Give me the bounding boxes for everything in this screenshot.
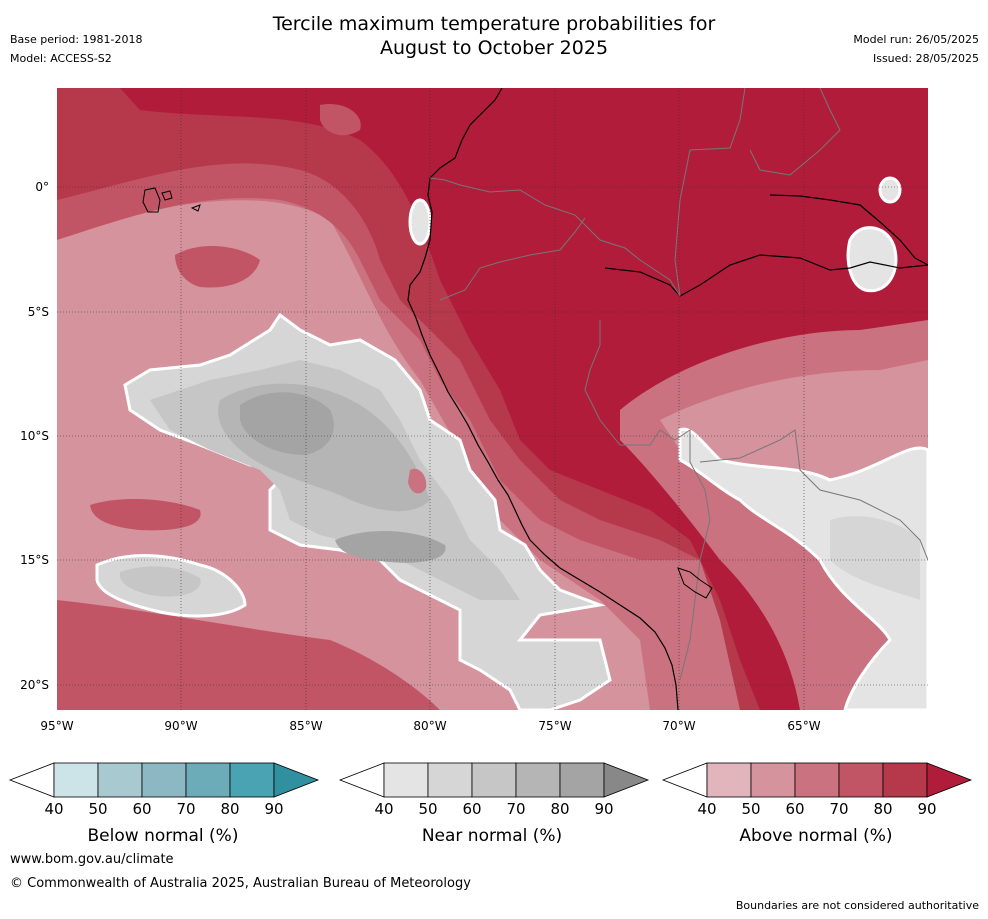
lon-label: 70°W <box>662 719 695 733</box>
colorbar-tick-label: 90 <box>917 800 937 818</box>
colorbar-tick-label: 90 <box>264 800 284 818</box>
above-60-pocket-coast <box>408 468 427 494</box>
colorbar-tick-label: 60 <box>785 800 805 818</box>
country-borders <box>429 88 928 681</box>
near-normal-label: Near normal (%) <box>421 826 563 846</box>
colorbar-segment <box>750 762 796 798</box>
above-70-pocket <box>175 245 260 288</box>
colorbar-tick-label: 40 <box>374 800 394 818</box>
near-normal-80-a <box>240 392 334 455</box>
colorbar-extend-high <box>273 762 320 798</box>
galapagos-island-2 <box>161 190 173 201</box>
colorbar-segment <box>97 762 143 798</box>
lon-label: 80°W <box>413 719 446 733</box>
colorbar-below-normal <box>8 762 320 798</box>
colorbar-tick-label: 90 <box>594 800 614 818</box>
colorbar-tick-label: 60 <box>132 800 152 818</box>
colorbar-segment <box>53 762 99 798</box>
near-normal-east <box>678 427 928 710</box>
colorbar-segment <box>185 762 231 798</box>
near-normal-east-inner <box>830 516 920 600</box>
lat-label: 10°S <box>20 429 49 443</box>
colorbar-tick-label: 70 <box>176 800 196 818</box>
colorbar-segment <box>515 762 561 798</box>
colorbar-near-normal <box>338 762 650 798</box>
lake-titicaca <box>677 567 713 599</box>
north-river <box>769 194 928 266</box>
colorbar-tick-label: 50 <box>418 800 438 818</box>
colorbar-above-normal <box>661 762 973 798</box>
lon-label: 90°W <box>164 719 197 733</box>
lon-labels: 95°W 90°W 85°W 80°W 75°W 70°W 65°W <box>40 719 820 733</box>
lat-labels: 0° 5°S 10°S 15°S 20°S <box>20 180 49 692</box>
graticule <box>57 88 928 710</box>
colorbar-tick-label: 50 <box>88 800 108 818</box>
galapagos-island-1 <box>142 187 161 213</box>
lon-label: 65°W <box>787 719 820 733</box>
colorbar-extend-low <box>8 762 55 798</box>
near-normal-southwest-inner <box>119 566 201 597</box>
colorbar-segment <box>471 762 517 798</box>
colorbar-tick-label: 80 <box>550 800 570 818</box>
colorbar-segment <box>882 762 928 798</box>
chart-title: Tercile maximum temperature probabilitie… <box>0 12 988 60</box>
colorbar-segment <box>838 762 884 798</box>
near-normal-northeast <box>846 226 898 293</box>
above-70-pocket-2 <box>90 498 201 531</box>
colorbar-extend-high <box>926 762 973 798</box>
copyright-text: © Commonwealth of Australia 2025, Austra… <box>10 876 471 891</box>
colorbar-segment <box>229 762 275 798</box>
colorbar-segment <box>706 762 752 798</box>
lat-label: 20°S <box>20 678 49 692</box>
coastline <box>407 88 679 710</box>
below-normal-label: Below normal (%) <box>87 826 239 846</box>
colorbar-extend-high <box>603 762 650 798</box>
colorbar-segment <box>427 762 473 798</box>
title-line-2: August to October 2025 <box>379 37 609 59</box>
colorbar-tick-label: 80 <box>220 800 240 818</box>
map-area <box>57 88 928 710</box>
colorbar-tick-label: 50 <box>741 800 761 818</box>
near-normal-coast-spot <box>408 198 432 246</box>
colorbar-segment <box>383 762 429 798</box>
galapagos-island-3 <box>190 204 201 212</box>
above-70-pocket-3 <box>320 104 361 136</box>
colorbar-tick-label: 80 <box>873 800 893 818</box>
lat-label: 0° <box>35 180 49 194</box>
colorbar-extend-low <box>661 762 708 798</box>
lon-label: 85°W <box>289 719 322 733</box>
colorbar-tick-label: 60 <box>462 800 482 818</box>
lon-label: 75°W <box>538 719 571 733</box>
colorbar-tick-label: 70 <box>506 800 526 818</box>
colorbar-tick-label: 40 <box>44 800 64 818</box>
amazon-river <box>604 254 928 297</box>
model-run-text: Model run: 26/05/2025 <box>853 33 979 46</box>
model-text: Model: ACCESS-S2 <box>10 52 112 65</box>
issued-text: Issued: 28/05/2025 <box>872 52 979 65</box>
colorbar-segment <box>794 762 840 798</box>
boundaries-note: Boundaries are not considered authoritat… <box>735 899 979 912</box>
near-normal-spot <box>878 176 902 204</box>
colorbar-segment <box>559 762 605 798</box>
colorbar-tick-label: 70 <box>829 800 849 818</box>
base-period-text: Base period: 1981-2018 <box>10 33 143 46</box>
above-70-band-sw <box>57 600 440 710</box>
lon-label: 95°W <box>40 719 73 733</box>
title-line-1: Tercile maximum temperature probabilitie… <box>272 13 716 35</box>
colorbar-tick-label: 40 <box>697 800 717 818</box>
lat-label: 5°S <box>28 305 49 319</box>
near-normal-80-b <box>335 530 446 563</box>
colorbar-segment <box>141 762 187 798</box>
colorbar-extend-low <box>338 762 385 798</box>
lat-label: 15°S <box>20 553 49 567</box>
above-normal-label: Above normal (%) <box>739 826 893 846</box>
website-link[interactable]: www.bom.gov.au/climate <box>10 852 174 867</box>
